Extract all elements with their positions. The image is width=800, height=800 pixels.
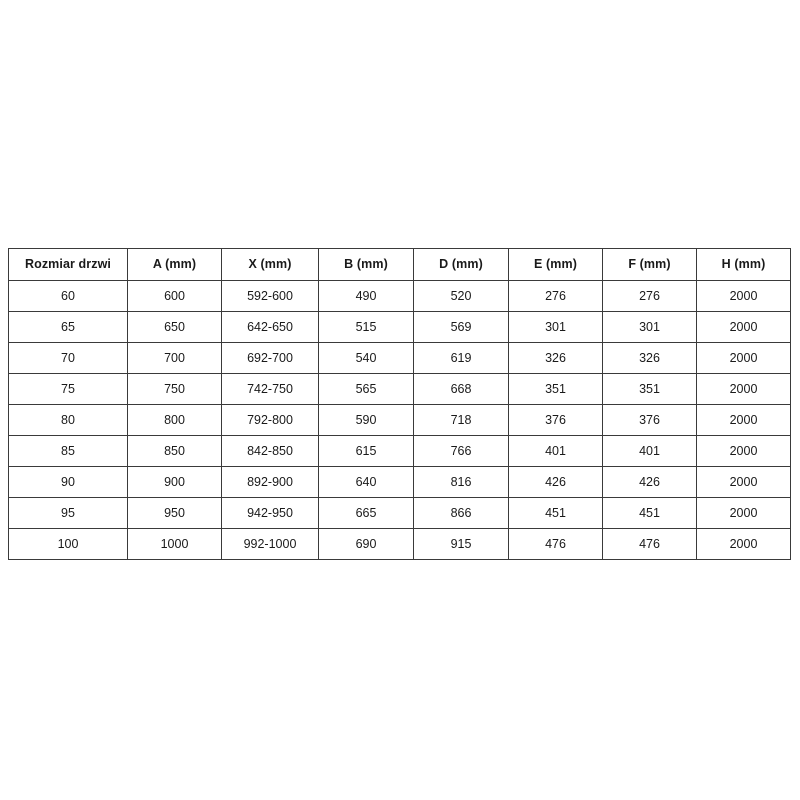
cell-rozmiar-drzwi: 80 xyxy=(8,404,128,436)
door-size-specification-table: Rozmiar drzwi A (mm) X (mm) B (mm) D (mm… xyxy=(8,248,791,560)
cell-rozmiar-drzwi: 70 xyxy=(8,342,128,374)
cell-b: 490 xyxy=(318,280,414,312)
cell-a: 950 xyxy=(127,497,222,529)
cell-a: 700 xyxy=(127,342,222,374)
cell-b: 615 xyxy=(318,435,414,467)
cell-e: 276 xyxy=(508,280,603,312)
table-row: 80 800 792-800 590 718 376 376 2000 xyxy=(8,404,791,436)
cell-h: 2000 xyxy=(696,528,791,560)
cell-h: 2000 xyxy=(696,311,791,343)
cell-e: 301 xyxy=(508,311,603,343)
cell-h: 2000 xyxy=(696,280,791,312)
cell-b: 640 xyxy=(318,466,414,498)
table-row: 60 600 592-600 490 520 276 276 2000 xyxy=(8,280,791,312)
table-row: 75 750 742-750 565 668 351 351 2000 xyxy=(8,373,791,405)
cell-b: 515 xyxy=(318,311,414,343)
column-header-x: X (mm) xyxy=(221,248,319,281)
cell-e: 401 xyxy=(508,435,603,467)
cell-a: 800 xyxy=(127,404,222,436)
cell-h: 2000 xyxy=(696,404,791,436)
cell-b: 565 xyxy=(318,373,414,405)
cell-f: 376 xyxy=(602,404,697,436)
cell-rozmiar-drzwi: 100 xyxy=(8,528,128,560)
cell-h: 2000 xyxy=(696,497,791,529)
cell-rozmiar-drzwi: 90 xyxy=(8,466,128,498)
cell-e: 451 xyxy=(508,497,603,529)
cell-x: 892-900 xyxy=(221,466,319,498)
table-body: 60 600 592-600 490 520 276 276 2000 65 6… xyxy=(8,280,791,560)
cell-d: 718 xyxy=(413,404,509,436)
cell-rozmiar-drzwi: 60 xyxy=(8,280,128,312)
cell-a: 900 xyxy=(127,466,222,498)
cell-x: 792-800 xyxy=(221,404,319,436)
table-row: 65 650 642-650 515 569 301 301 2000 xyxy=(8,311,791,343)
column-header-a: A (mm) xyxy=(127,248,222,281)
column-header-e: E (mm) xyxy=(508,248,603,281)
cell-d: 569 xyxy=(413,311,509,343)
specification-table-container: Rozmiar drzwi A (mm) X (mm) B (mm) D (mm… xyxy=(8,248,791,560)
cell-d: 866 xyxy=(413,497,509,529)
table-row: 70 700 692-700 540 619 326 326 2000 xyxy=(8,342,791,374)
cell-b: 665 xyxy=(318,497,414,529)
cell-rozmiar-drzwi: 95 xyxy=(8,497,128,529)
cell-h: 2000 xyxy=(696,435,791,467)
cell-d: 766 xyxy=(413,435,509,467)
column-header-d: D (mm) xyxy=(413,248,509,281)
cell-f: 401 xyxy=(602,435,697,467)
cell-e: 426 xyxy=(508,466,603,498)
table-row: 100 1000 992-1000 690 915 476 476 2000 xyxy=(8,528,791,560)
cell-d: 520 xyxy=(413,280,509,312)
cell-d: 816 xyxy=(413,466,509,498)
table-row: 85 850 842-850 615 766 401 401 2000 xyxy=(8,435,791,467)
cell-x: 592-600 xyxy=(221,280,319,312)
table-row: 95 950 942-950 665 866 451 451 2000 xyxy=(8,497,791,529)
cell-a: 600 xyxy=(127,280,222,312)
cell-d: 619 xyxy=(413,342,509,374)
column-header-f: F (mm) xyxy=(602,248,697,281)
cell-x: 692-700 xyxy=(221,342,319,374)
cell-x: 942-950 xyxy=(221,497,319,529)
cell-x: 842-850 xyxy=(221,435,319,467)
cell-x: 742-750 xyxy=(221,373,319,405)
cell-f: 476 xyxy=(602,528,697,560)
cell-f: 276 xyxy=(602,280,697,312)
cell-f: 426 xyxy=(602,466,697,498)
table-header: Rozmiar drzwi A (mm) X (mm) B (mm) D (mm… xyxy=(8,248,791,281)
column-header-h: H (mm) xyxy=(696,248,791,281)
column-header-b: B (mm) xyxy=(318,248,414,281)
cell-e: 476 xyxy=(508,528,603,560)
cell-f: 351 xyxy=(602,373,697,405)
cell-f: 301 xyxy=(602,311,697,343)
cell-a: 650 xyxy=(127,311,222,343)
cell-a: 850 xyxy=(127,435,222,467)
cell-a: 750 xyxy=(127,373,222,405)
cell-rozmiar-drzwi: 65 xyxy=(8,311,128,343)
cell-rozmiar-drzwi: 75 xyxy=(8,373,128,405)
cell-d: 915 xyxy=(413,528,509,560)
cell-a: 1000 xyxy=(127,528,222,560)
cell-d: 668 xyxy=(413,373,509,405)
cell-b: 590 xyxy=(318,404,414,436)
cell-f: 451 xyxy=(602,497,697,529)
cell-b: 540 xyxy=(318,342,414,374)
cell-x: 642-650 xyxy=(221,311,319,343)
cell-e: 326 xyxy=(508,342,603,374)
cell-h: 2000 xyxy=(696,342,791,374)
cell-e: 351 xyxy=(508,373,603,405)
cell-h: 2000 xyxy=(696,466,791,498)
cell-h: 2000 xyxy=(696,373,791,405)
cell-x: 992-1000 xyxy=(221,528,319,560)
cell-rozmiar-drzwi: 85 xyxy=(8,435,128,467)
table-header-row: Rozmiar drzwi A (mm) X (mm) B (mm) D (mm… xyxy=(8,248,791,281)
table-row: 90 900 892-900 640 816 426 426 2000 xyxy=(8,466,791,498)
cell-f: 326 xyxy=(602,342,697,374)
cell-e: 376 xyxy=(508,404,603,436)
column-header-rozmiar-drzwi: Rozmiar drzwi xyxy=(8,248,128,281)
cell-b: 690 xyxy=(318,528,414,560)
